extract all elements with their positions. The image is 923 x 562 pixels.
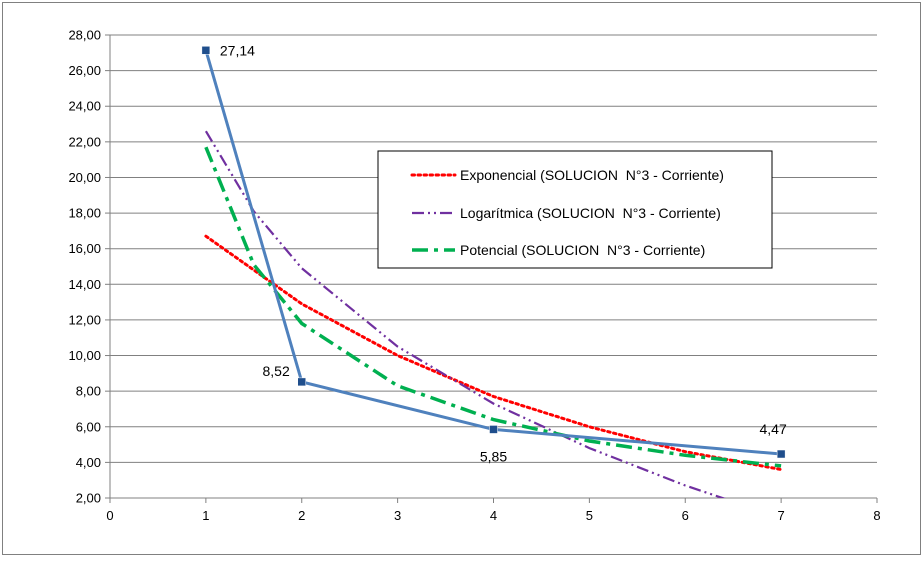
data-labels: 27,14 8,52 5,85 4,47 <box>220 42 787 464</box>
data-point-marker <box>776 449 786 459</box>
chart-outer-border <box>2 2 921 555</box>
data-point-marker <box>297 377 306 387</box>
data-point-marker <box>201 46 211 55</box>
data-label: 27,14 <box>220 42 255 58</box>
y-tick-label: 18,00 <box>68 206 101 221</box>
x-tick-label: 2 <box>298 508 305 523</box>
legend: Exponencial (SOLUCION N°3 - Corriente) Lo… <box>377 150 773 269</box>
legend-label: Logarítmica (SOLUCION N°3 - Corriente) <box>460 205 721 221</box>
x-tick-label: 0 <box>106 508 113 523</box>
data-series-line <box>204 49 782 456</box>
x-tick-label: 6 <box>682 508 689 523</box>
y-tick-label: 22,00 <box>68 134 101 149</box>
y-tick-label: 24,00 <box>68 99 101 114</box>
y-tick-label: 12,00 <box>68 312 101 327</box>
y-tick-label: 2,00 <box>76 491 101 506</box>
y-tick-label: 10,00 <box>68 348 101 363</box>
exponential-trendline <box>204 234 783 471</box>
series-layer <box>201 46 786 498</box>
legend-label: Potencial (SOLUCION N°3 - Corriente) <box>460 242 705 258</box>
power-trendline <box>204 146 782 468</box>
y-tick-label: 26,00 <box>68 63 101 78</box>
x-tick-label: 5 <box>586 508 593 523</box>
legend-box <box>377 150 773 269</box>
x-tick-label: 8 <box>873 508 880 523</box>
gridlines <box>110 34 877 463</box>
x-tick-label: 1 <box>202 508 209 523</box>
legend-label: Exponencial (SOLUCION N°3 - Corriente) <box>460 167 724 183</box>
data-point-marker <box>489 425 498 434</box>
y-tick-label: 8,00 <box>76 384 101 399</box>
y-tick-label: 16,00 <box>68 241 101 256</box>
axes: 2,00 4,00 6,00 8,00 10,00 12,00 14,00 16,00 18,0… <box>68 28 880 524</box>
y-tick-label: 4,00 <box>76 455 101 470</box>
x-tick-label: 4 <box>490 508 497 523</box>
y-tick-label: 20,00 <box>68 170 101 185</box>
data-label: 8,52 <box>263 363 290 379</box>
data-label: 5,85 <box>480 448 507 464</box>
x-tick-label: 3 <box>394 508 401 523</box>
data-label: 4,47 <box>760 421 787 437</box>
logarithmic-trendline <box>204 130 726 498</box>
x-tick-label: 7 <box>778 508 785 523</box>
y-tick-label: 14,00 <box>68 277 101 292</box>
y-tick-label: 6,00 <box>76 419 101 434</box>
y-tick-label: 28,00 <box>68 28 101 43</box>
